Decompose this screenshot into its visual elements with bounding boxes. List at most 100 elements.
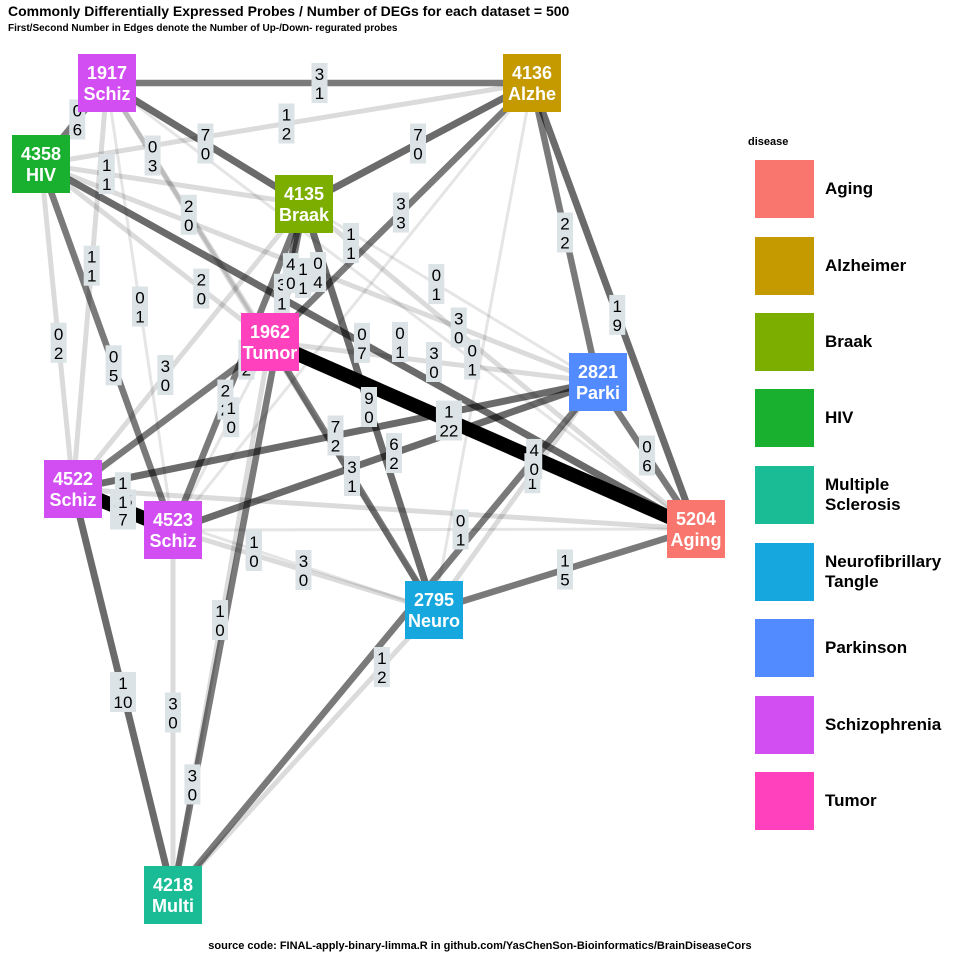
- edge-label-down: 7: [357, 344, 366, 363]
- legend-label-multiple-sclerosis: Multiple Sclerosis: [825, 475, 901, 514]
- edge-label-n4135-n2795: 90: [361, 387, 377, 427]
- node-id-label: 4135: [284, 184, 324, 204]
- legend-item-braak: Braak: [755, 313, 955, 373]
- edges-layer: [37, 79, 700, 898]
- edge-label-down: 2: [560, 234, 569, 253]
- edge-label-background: [639, 435, 655, 476]
- edge-label-down: 1: [432, 285, 441, 304]
- edge-label-up: 3: [299, 552, 308, 571]
- edge-label-background: [193, 268, 210, 309]
- edge-label-background: [132, 286, 148, 327]
- edge-label-n1962-n2821: 30: [426, 342, 442, 382]
- edge-label-n4523-n4218: 30: [165, 692, 181, 733]
- edge-label-n2821-n4218: 40: [526, 438, 543, 479]
- edge-label-background: [557, 212, 573, 253]
- edge-label-down: 22: [439, 422, 458, 441]
- edge-label-up: 3: [277, 276, 286, 295]
- edge-label-extra-1: 10: [246, 531, 262, 571]
- edge-label-down: 3: [396, 214, 405, 233]
- edge-label-down: 1: [467, 361, 476, 380]
- edge-label-background: [278, 103, 295, 144]
- edge-label-up: 0: [432, 266, 441, 285]
- edge-label-up: 3: [161, 357, 170, 376]
- edge-label-up: 7: [201, 126, 210, 145]
- edge-label-up: 3: [188, 766, 197, 785]
- edge-label-background: [344, 456, 360, 496]
- edge-label-up: 0: [642, 438, 651, 457]
- edge-label-up: 1: [249, 533, 258, 552]
- edge-label-down: 1: [346, 244, 355, 263]
- edge-label-down: 1: [456, 530, 465, 549]
- edge-label-n4522-n4218: 110: [110, 672, 136, 712]
- edge-label-up: 3: [396, 195, 405, 214]
- edge-label-n1962-n2795: 31: [344, 456, 360, 496]
- node-id-label: 2795: [414, 590, 454, 610]
- legend-label-aging: Aging: [825, 179, 874, 198]
- legend-item-parkinson: Parkinson: [755, 619, 955, 679]
- node-box: [144, 501, 202, 559]
- node-disease-label: Alzhe: [508, 84, 556, 104]
- edge-label-down: 0: [201, 145, 210, 164]
- edge-label-down: 0: [188, 785, 197, 804]
- edge-label-up: 0: [148, 138, 157, 157]
- edge-label-background: [557, 549, 573, 590]
- edge-label-up: 1: [215, 602, 224, 621]
- edge-label-up: 1: [226, 399, 235, 418]
- edge-label-n1917-n1962: 03: [144, 135, 161, 176]
- edge-label-down: 2: [331, 437, 340, 456]
- edge-label-up: 0: [54, 325, 63, 344]
- edge-label-down: 0: [215, 621, 224, 640]
- legend-item-tumor: Tumor: [755, 772, 955, 832]
- node-box: [12, 135, 70, 193]
- legend-label-hiv: HIV: [825, 408, 854, 427]
- node-id-label: 4523: [153, 510, 193, 530]
- edge-label-up: 1: [377, 649, 386, 668]
- edge-label-up: 0: [467, 342, 476, 361]
- edge-label-background: [353, 322, 370, 363]
- edge-label-down: 1: [118, 493, 127, 512]
- edge-label-down: 3: [148, 157, 157, 176]
- edge-label-up: 3: [315, 65, 324, 84]
- edge-label-down: 2: [54, 344, 63, 363]
- nodes-layer: 1917Schiz4136Alzhe4358HIV4135Braak1962Tu…: [12, 54, 725, 924]
- edge-label-background: [157, 355, 174, 395]
- edge-label-background: [311, 63, 328, 103]
- legend-item-hiv: HIV: [755, 389, 955, 449]
- edge-label-up: 6: [389, 435, 398, 454]
- node-box: [241, 313, 299, 371]
- edge-label-n1962-n4218: 30: [184, 764, 201, 805]
- node-disease-label: Multi: [152, 896, 194, 916]
- edge-label-up: 1: [102, 156, 111, 175]
- edge-label-background: [295, 258, 311, 298]
- edge-label-n4135-n5204: 11: [343, 223, 360, 263]
- edge-label-down: 1: [87, 267, 96, 286]
- edge-label-down: 1: [135, 308, 144, 327]
- edge-label-background: [184, 764, 201, 805]
- edge-label-background: [609, 294, 626, 335]
- edge-label-up: 0: [109, 347, 118, 366]
- edge-label-n2795-n4218: 12: [373, 647, 390, 687]
- edge-label-down: 5: [560, 571, 569, 590]
- edge-label-down: 0: [299, 571, 308, 590]
- edge-label-n1917-n4136: 31: [311, 63, 328, 103]
- edge-label-background: [393, 192, 409, 233]
- edge-n1962-n4522: [71, 339, 272, 492]
- edge-label-background: [386, 433, 402, 474]
- node-box: [44, 460, 102, 518]
- edge-label-background: [223, 397, 240, 438]
- legend-swatch-parkinson: [755, 619, 814, 677]
- legend-swatch-multiple-sclerosis: [755, 466, 814, 524]
- legend-item-alzheimer: Alzheimer: [755, 237, 955, 297]
- edge-label-n1962-n5204: 122: [435, 400, 462, 441]
- source-caption: source code: FINAL-apply-binary-limma.R …: [208, 940, 752, 952]
- edge-labels-layer: 3112067070332219200301110205073020313022…: [50, 63, 655, 805]
- edge-label-up: 0: [73, 101, 82, 120]
- node-disease-label: Parki: [576, 383, 620, 403]
- edge-label-n4135-n4136: 70: [410, 123, 426, 164]
- edge-label-up: 3: [347, 458, 356, 477]
